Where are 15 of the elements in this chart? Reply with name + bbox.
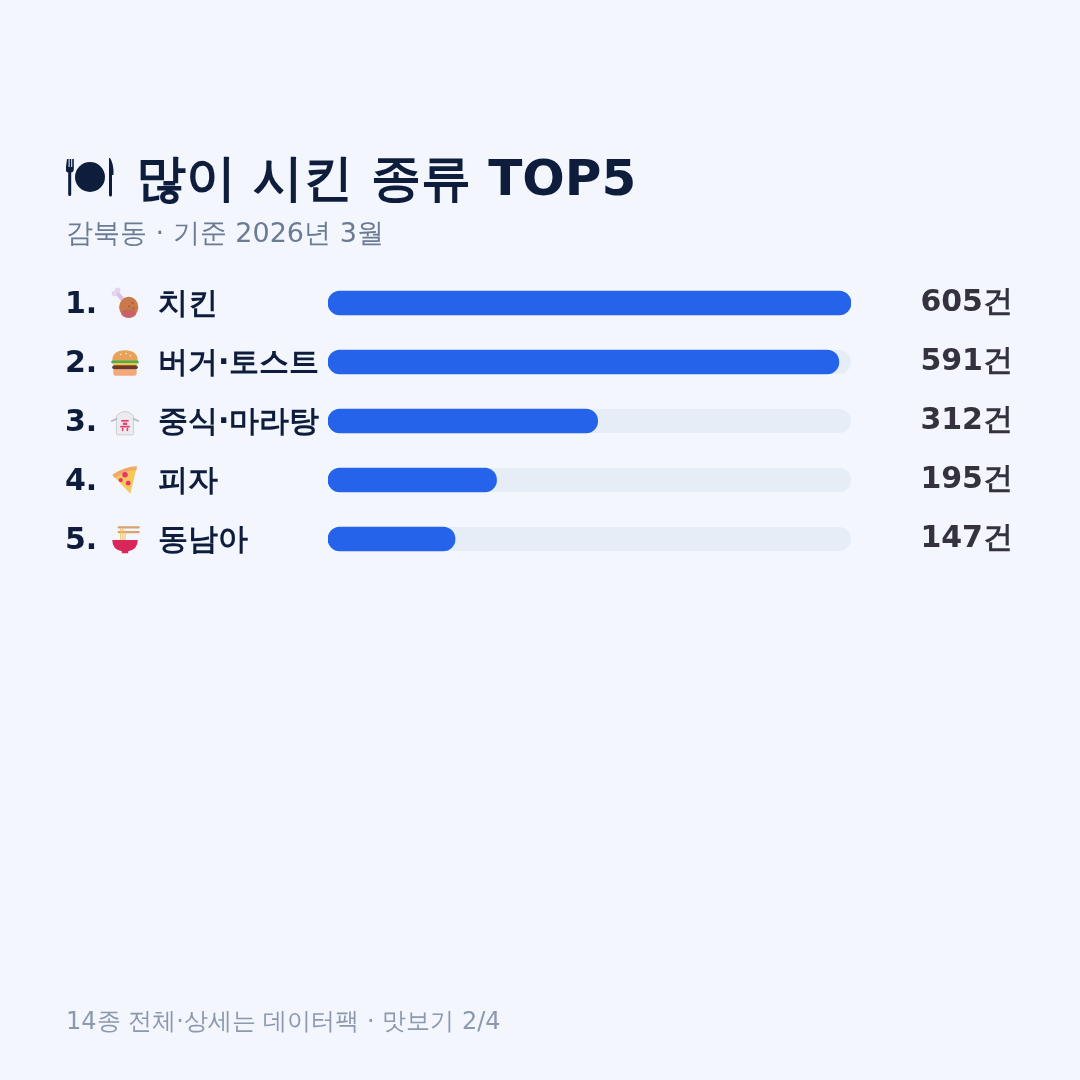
text: 14종 전체·상세는 데이터팩 · 맛보기 2/4 [66,1006,501,1037]
data-label: 605건 [920,282,1013,318]
chart-title: 많이 시킨 종류 TOP5 [136,148,637,209]
category-label: 4. 피자 [65,462,218,497]
data-label: 312건 [920,400,1013,436]
data-label: 195건 [920,459,1013,495]
data-label: 147건 [920,518,1013,554]
data-label: 591건 [920,341,1013,377]
category-label: 2. 버거·토스트 [65,344,320,379]
chart-subtitle: 감북동 · 기준 2026년 3월 [66,216,384,250]
bar [328,349,840,375]
category-label: 5. 동남아 [65,521,248,556]
category-label: 3. 중식·마라탕 [65,403,320,438]
bar [328,526,456,552]
category-label: 1. 치킨 [65,285,218,320]
